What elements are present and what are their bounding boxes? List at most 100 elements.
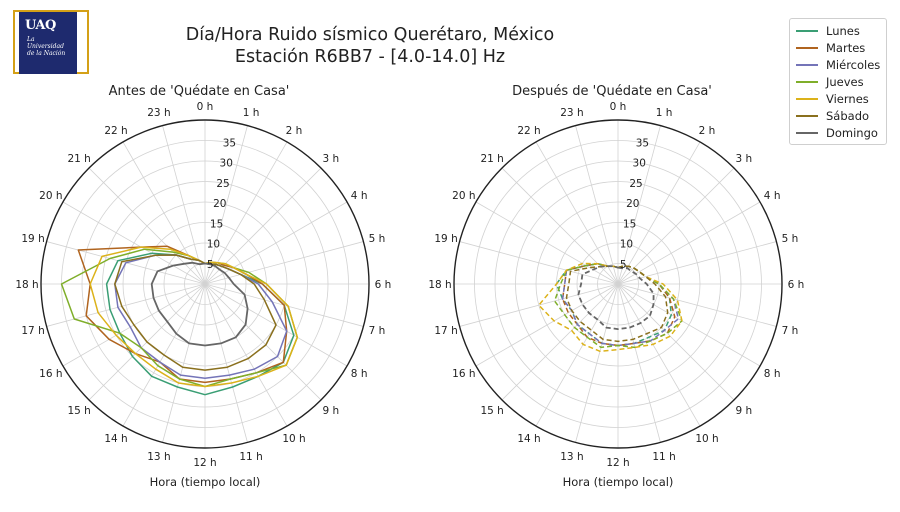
figure-title-line-1: Día/Hora Ruido sísmico Querétaro, México (185, 25, 555, 45)
angular-tick-label: 18 h (428, 279, 451, 291)
angular-gridline (617, 283, 735, 401)
angular-gridline (162, 125, 206, 285)
angular-gridline (575, 125, 619, 285)
legend-swatch (796, 97, 818, 100)
angular-gridline (475, 201, 619, 285)
legend-item: Viernes (790, 90, 886, 107)
angular-tick-label: 21 h (480, 153, 503, 165)
angular-tick-label: 8 h (351, 368, 368, 380)
angular-gridline (617, 283, 701, 427)
series-line (553, 262, 683, 349)
legend-item: Domingo (790, 124, 886, 141)
angular-gridline (204, 125, 248, 285)
polar-frame (40, 119, 370, 449)
angular-tick-label: 6 h (788, 279, 805, 291)
figure-title: Día/Hora Ruido sísmico Querétaro, México… (120, 24, 620, 68)
angular-tick-label: 14 h (517, 433, 540, 445)
series-line (89, 246, 299, 388)
radial-tick-label: 25 (629, 178, 642, 190)
figure-title-line-2: Estación R6BB7 - [4.0-14.0] Hz (234, 47, 506, 67)
angular-gridline (617, 201, 761, 285)
series-line (565, 265, 669, 343)
angular-gridline (617, 241, 777, 285)
angular-tick-label: 10 h (695, 433, 718, 445)
logo: UAQ La Universidad de la Nación (13, 10, 89, 74)
radial-tick-label: 30 (220, 158, 233, 170)
legend-swatch (796, 63, 818, 66)
legend-label: Viernes (826, 91, 869, 106)
legend-label: Miércoles (826, 57, 881, 72)
legend-label: Jueves (826, 74, 864, 89)
radial-tick-label: 35 (636, 137, 649, 149)
angular-tick-label: 0 h (610, 101, 627, 113)
angular-gridline (617, 283, 661, 443)
angular-tick-label: 9 h (736, 405, 753, 417)
legend-swatch (796, 29, 818, 32)
angular-gridline (501, 283, 619, 401)
angular-gridline (617, 167, 735, 285)
series-line (150, 261, 249, 347)
angular-tick-label: 7 h (369, 325, 386, 337)
angular-tick-label: 22 h (104, 125, 127, 137)
legend-item: Miércoles (790, 56, 886, 73)
radial-tick-label: 25 (216, 178, 229, 190)
angular-gridline (617, 125, 661, 285)
logo-subtitle: La Universidad de la Nación (27, 36, 66, 57)
angular-tick-label: 19 h (21, 233, 44, 245)
radial-tick-label: 35 (223, 137, 236, 149)
subplot-title: Antes de 'Quédate en Casa' (109, 84, 290, 99)
angular-tick-label: 11 h (239, 451, 262, 463)
angular-tick-label: 15 h (67, 405, 90, 417)
angular-gridline (535, 283, 619, 427)
angular-tick-label: 12 h (606, 457, 629, 469)
legend-item: Martes (790, 39, 886, 56)
legend-label: Domingo (826, 125, 878, 140)
legend-item: Sábado (790, 107, 886, 124)
angular-gridline (617, 283, 777, 327)
legend-label: Lunes (826, 23, 860, 38)
angular-gridline (62, 201, 206, 285)
angular-tick-label: 2 h (286, 125, 303, 137)
angular-tick-label: 0 h (197, 101, 214, 113)
legend-label: Martes (826, 40, 866, 55)
angular-tick-label: 1 h (243, 107, 260, 119)
angular-tick-label: 2 h (699, 125, 716, 137)
angular-tick-label: 3 h (323, 153, 340, 165)
angular-gridline (535, 141, 619, 285)
angular-tick-label: 10 h (282, 433, 305, 445)
angular-tick-label: 4 h (351, 190, 368, 202)
angular-gridline (459, 241, 619, 285)
subplot-title: Después de 'Quédate en Casa' (512, 84, 712, 99)
legend-label: Sábado (826, 108, 870, 123)
angular-tick-label: 4 h (764, 190, 781, 202)
radial-tick-label: 15 (623, 218, 636, 230)
angular-gridline (122, 141, 206, 285)
angular-gridline (617, 141, 701, 285)
angular-tick-label: 20 h (39, 190, 62, 202)
angular-tick-label: 23 h (147, 107, 170, 119)
angular-tick-label: 3 h (736, 153, 753, 165)
angular-tick-label: 12 h (193, 457, 216, 469)
angular-gridline (617, 283, 761, 367)
angular-tick-label: 14 h (104, 433, 127, 445)
angular-tick-label: 7 h (782, 325, 799, 337)
x-axis-label: Hora (tiempo local) (563, 475, 674, 489)
angular-tick-label: 11 h (652, 451, 675, 463)
angular-gridline (46, 283, 206, 327)
angular-tick-label: 20 h (452, 190, 475, 202)
angular-gridline (204, 201, 348, 285)
legend: Lunes Martes Miércoles Jueves Viernes Sábado D… (789, 18, 887, 145)
polar-frame (453, 119, 783, 449)
angular-gridline (204, 283, 288, 427)
legend-item: Lunes (790, 22, 886, 39)
angular-tick-label: 17 h (21, 325, 44, 337)
angular-gridline (162, 283, 206, 443)
legend-swatch (796, 80, 818, 83)
x-axis-label: Hora (tiempo local) (150, 475, 261, 489)
angular-tick-label: 13 h (147, 451, 170, 463)
radial-tick-label: 20 (626, 198, 639, 210)
logo-tile: UAQ La Universidad de la Nación (19, 12, 77, 74)
series-line (538, 262, 683, 353)
angular-tick-label: 13 h (560, 451, 583, 463)
